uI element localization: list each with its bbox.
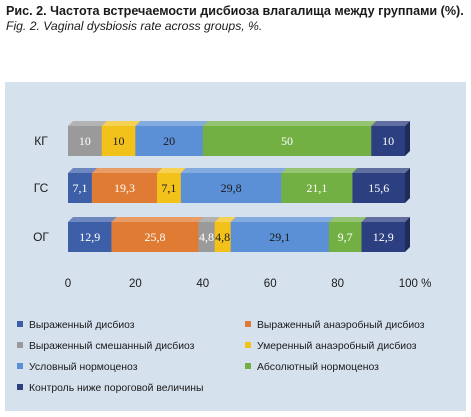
data-label: 9,7	[338, 230, 353, 244]
legend-item: Выраженный анаэробный дисбиоз	[245, 320, 425, 331]
legend-swatch	[17, 321, 23, 327]
bar-segment-top	[135, 121, 208, 126]
x-tick-label: 80	[331, 278, 344, 290]
legend-item: Абсолютный нормоценоз	[245, 362, 379, 373]
bar-segment-side	[405, 168, 410, 203]
legend-swatch	[245, 363, 251, 369]
data-label: 15,6	[368, 181, 389, 195]
bar-segment	[198, 222, 215, 252]
bar-segment-top	[91, 168, 162, 173]
category-label: КГ	[34, 134, 48, 148]
bar-segment-top	[68, 121, 107, 126]
data-label: 29,1	[269, 230, 290, 244]
data-label: 20	[163, 134, 175, 148]
legend-label: Абсолютный нормоценоз	[257, 362, 379, 373]
bar-segment	[202, 126, 372, 156]
chart-panel: КГ 0 10 10 20 50 10 ГС 7,1 19,3 7,1 29,8 21,1 15,6 ОГ 1…	[5, 82, 466, 411]
bar-segment-side	[405, 121, 410, 156]
bar-segment	[91, 173, 157, 203]
bar-segment-top	[198, 217, 220, 222]
bar-segment-top	[111, 217, 204, 222]
bar-segment-top	[180, 168, 287, 173]
bar-segment	[230, 222, 329, 252]
bar-segment-top	[101, 121, 141, 126]
legend-label: Выраженный смешанный дисбиоз	[29, 341, 195, 352]
bar-segment	[156, 173, 181, 203]
legend-swatch	[245, 342, 251, 348]
category-label: ГС	[34, 181, 49, 195]
legend-swatch	[17, 384, 23, 390]
data-label: 10	[79, 134, 91, 148]
legend-label: Контроль ниже пороговой величины	[29, 383, 204, 394]
bar-segment	[328, 222, 362, 252]
bar-segment	[68, 173, 92, 203]
data-label: 4,8	[215, 230, 230, 244]
bar-segment	[135, 126, 203, 156]
legend-item: Выраженный смешанный дисбиоз	[17, 341, 194, 352]
data-label: 21,1	[306, 181, 327, 195]
bar-segment	[180, 173, 282, 203]
bar-segment	[361, 222, 405, 252]
x-tick-label: 20	[129, 278, 142, 290]
bar-segment-side	[405, 217, 410, 252]
x-tick-label: 0	[65, 278, 71, 290]
data-label: 12,9	[373, 230, 394, 244]
data-label: 10	[113, 134, 125, 148]
data-label: 4,8	[199, 230, 214, 244]
legend-swatch	[245, 321, 251, 327]
data-label: 50	[281, 134, 293, 148]
bar-segment-top	[202, 121, 377, 126]
bar-segment-top	[281, 168, 358, 173]
legend-item: Контроль ниже пороговой величины	[17, 383, 203, 394]
data-label: 10	[382, 134, 394, 148]
data-label: 7,1	[161, 181, 176, 195]
legend-label: Умеренный анаэробный дисбиоз	[257, 341, 417, 352]
bar-segment	[371, 126, 405, 156]
legend-label: Выраженный дисбиоз	[29, 320, 135, 331]
category-label: ОГ	[33, 230, 49, 244]
bar-segment	[281, 173, 353, 203]
bar-segment-top	[230, 217, 334, 222]
data-label: 29,8	[221, 181, 242, 195]
caption-english: Fig. 2. Vaginal dysbiosis rate across gr…	[6, 19, 263, 33]
bar-segment-top	[328, 217, 367, 222]
bar-segment-top	[352, 168, 410, 173]
bar-segment	[111, 222, 199, 252]
x-tick-label: 100 %	[399, 278, 432, 290]
caption-russian: Рис. 2. Частота встречаемости дисбиоза в…	[6, 4, 464, 18]
bar-segment	[101, 126, 136, 156]
data-label: 12,9	[79, 230, 100, 244]
legend-item: Выраженный дисбиоз	[17, 320, 135, 331]
data-label: 7,1	[72, 181, 87, 195]
bar-segment	[352, 173, 405, 203]
figure-caption: Рис. 2. Частота встречаемости дисбиоза в…	[6, 4, 468, 34]
x-tick-label: 60	[264, 278, 277, 290]
bar-segment	[68, 222, 112, 252]
bar-segment-top	[68, 168, 97, 173]
legend-label: Выраженный анаэробный дисбиоз	[257, 320, 425, 331]
bar-segment-top	[156, 168, 186, 173]
legend-label: Условный нормоценоз	[29, 362, 138, 373]
bar-segment	[68, 126, 102, 156]
bar-segment	[214, 222, 231, 252]
legend-swatch	[17, 363, 23, 369]
bar-segment-top	[214, 217, 236, 222]
legend-item: Условный нормоценоз	[17, 362, 137, 373]
bar-segment-top	[68, 217, 117, 222]
bar-segment-top	[361, 217, 410, 222]
legend-swatch	[17, 342, 23, 348]
data-label: 25,8	[144, 230, 165, 244]
data-label: 19,3	[114, 181, 135, 195]
x-tick-label: 40	[196, 278, 209, 290]
bar-segment-top	[371, 121, 410, 126]
legend-item: Умеренный анаэробный дисбиоз	[245, 341, 417, 352]
stacked-bar-chart: КГ 0 10 10 20 50 10 ГС 7,1 19,3 7,1 29,8 21,1 15,6 ОГ 1…	[33, 121, 432, 290]
